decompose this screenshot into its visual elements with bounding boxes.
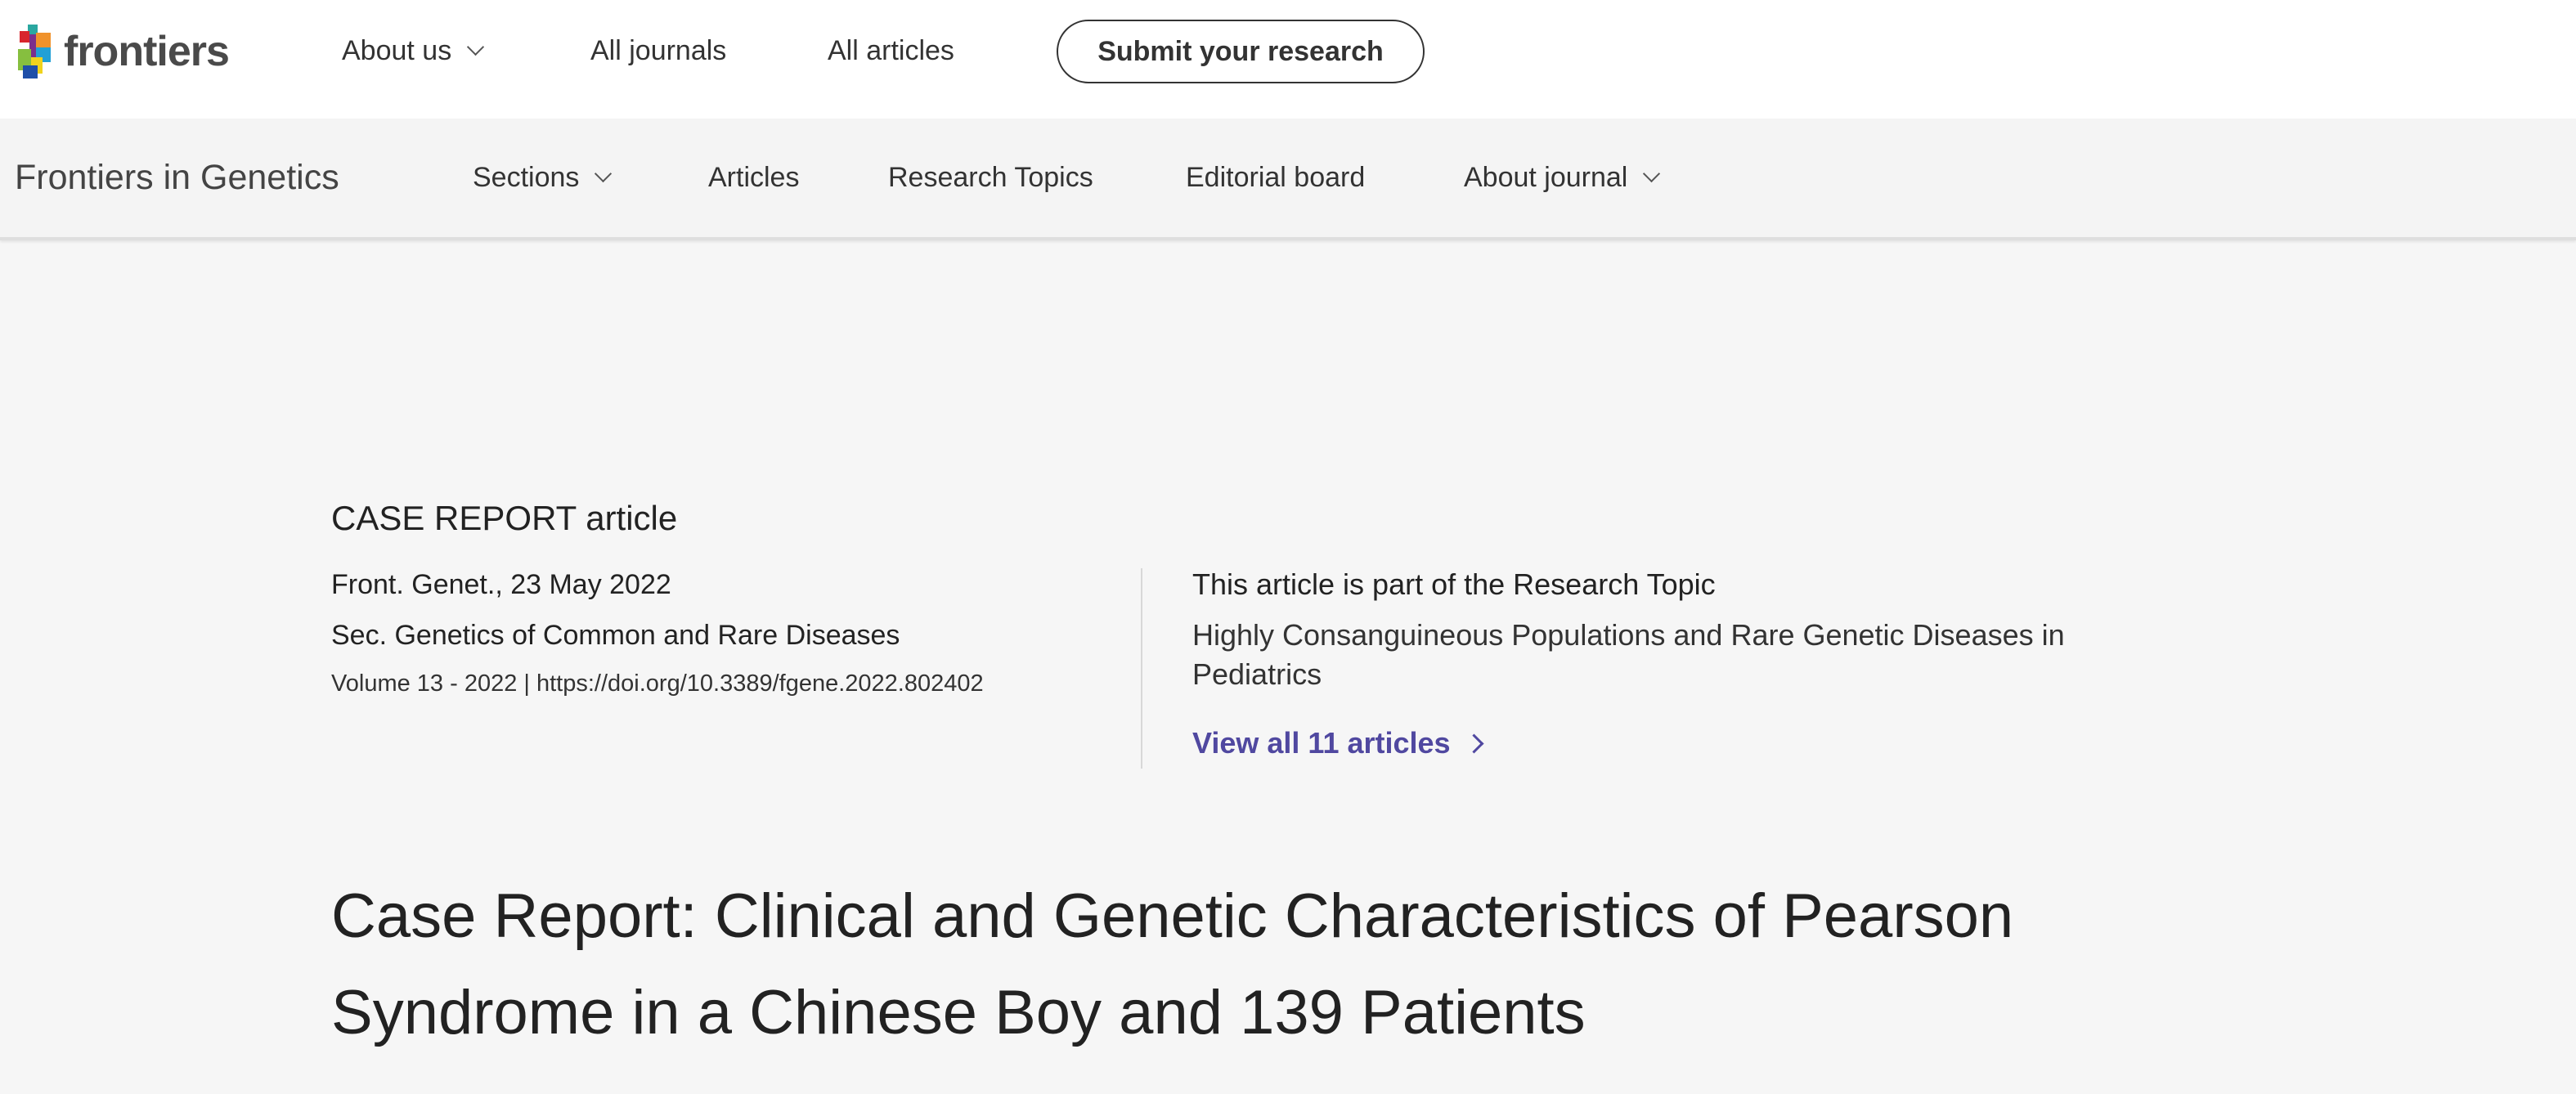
- chevron-down-icon: [467, 38, 485, 56]
- logo-text: frontiers: [64, 28, 230, 75]
- topic-intro: This article is part of the Research Top…: [1192, 567, 1716, 601]
- view-all-articles-link[interactable]: View all 11 articles: [1192, 726, 1484, 760]
- research-topic-link[interactable]: Highly Consanguineous Populations and Ra…: [1192, 618, 2065, 692]
- nav-all-journals[interactable]: All journals: [590, 0, 726, 102]
- nav-editorial-board[interactable]: Editorial board: [1186, 119, 1365, 237]
- frontiers-logo-icon: [18, 25, 51, 78]
- article-title: Case Report: Clinical and Genetic Charac…: [331, 881, 2014, 1047]
- nav-label: Articles: [708, 162, 800, 193]
- section-link[interactable]: Sec. Genetics of Common and Rare Disease…: [331, 620, 900, 651]
- article-type: CASE REPORT article: [331, 499, 678, 537]
- nav-label: All articles: [828, 35, 954, 66]
- nav-label: Editorial board: [1186, 162, 1366, 193]
- journal-title[interactable]: Frontiers in Genetics: [15, 158, 339, 197]
- divider: [1141, 568, 1142, 769]
- volume: Volume 13 - 2022: [331, 670, 518, 697]
- nav-research-topics[interactable]: Research Topics: [888, 119, 1093, 237]
- topic-line: Pediatrics: [1192, 657, 1322, 691]
- nav-label: About us: [342, 35, 452, 66]
- nav-label: Sections: [473, 162, 580, 193]
- nav-label: All journals: [590, 35, 727, 66]
- frontiers-logo[interactable]: frontiers: [15, 25, 230, 78]
- doi-link[interactable]: https://doi.org/10.3389/fgene.2022.80240…: [536, 670, 984, 697]
- citation: Front. Genet., 23 May 2022: [331, 569, 671, 600]
- separator: |: [523, 670, 530, 697]
- nav-label: About journal: [1464, 162, 1628, 193]
- nav-about-us[interactable]: About us: [342, 0, 485, 102]
- chevron-down-icon: [1643, 164, 1661, 183]
- nav-label: Research Topics: [888, 162, 1093, 193]
- volume-doi: Volume 13 - 2022 | https://doi.org/10.33…: [331, 670, 984, 697]
- view-all-label: View all 11 articles: [1192, 726, 1451, 760]
- top-header: frontiers About us All journals All arti…: [0, 0, 2576, 119]
- submit-research-button[interactable]: Submit your research: [1057, 20, 1425, 83]
- nav-about-journal[interactable]: About journal: [1464, 119, 1661, 237]
- nav-all-articles[interactable]: All articles: [828, 0, 954, 102]
- chevron-right-icon: [1464, 733, 1484, 754]
- journal-bar: Frontiers in Genetics Sections Articles …: [0, 119, 2576, 240]
- nav-sections[interactable]: Sections: [473, 119, 613, 237]
- topic-line: Highly Consanguineous Populations and Ra…: [1192, 618, 2065, 652]
- nav-articles[interactable]: Articles: [708, 119, 799, 237]
- chevron-down-icon: [595, 164, 613, 183]
